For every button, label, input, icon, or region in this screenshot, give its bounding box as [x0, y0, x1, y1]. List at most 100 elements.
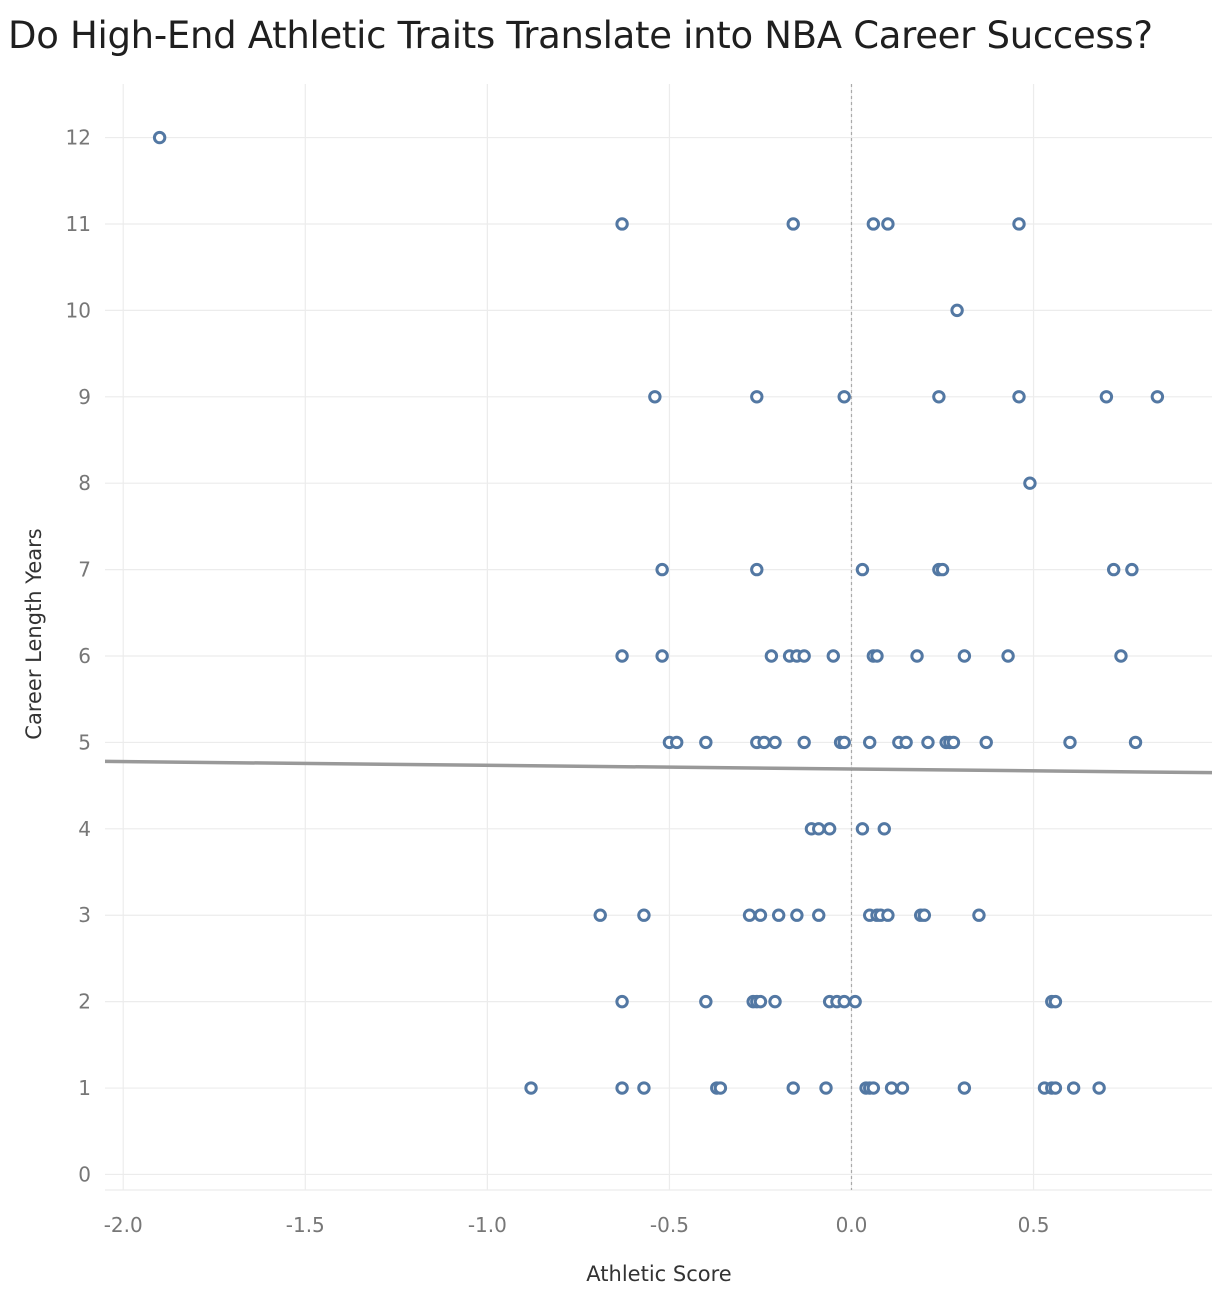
- y-tick-label: 1: [78, 1076, 91, 1100]
- data-point: [786, 217, 800, 231]
- y-tick-label: 6: [78, 644, 91, 668]
- data-point: [524, 1081, 538, 1095]
- data-point: [895, 1081, 910, 1095]
- data-point: [837, 390, 851, 404]
- data-point: [910, 649, 924, 663]
- data-point: [881, 217, 895, 231]
- x-tick-label: 0.0: [836, 1213, 868, 1237]
- data-point: [866, 1081, 881, 1095]
- x-tick-label: -1.5: [286, 1213, 325, 1237]
- data-point: [972, 908, 986, 922]
- data-point: [615, 994, 629, 1009]
- data-point: [655, 562, 669, 577]
- y-tick-label: 11: [66, 212, 91, 236]
- data-point: [615, 1081, 629, 1095]
- y-tick-label: 4: [78, 817, 91, 841]
- data-point: [790, 908, 804, 922]
- data-point: [1125, 562, 1139, 577]
- data-point: [757, 735, 771, 750]
- data-point: [855, 562, 870, 577]
- data-point: [957, 649, 972, 663]
- data-point: [866, 217, 881, 231]
- data-point: [863, 735, 877, 750]
- data-point: [1023, 476, 1037, 490]
- data-point: [1106, 562, 1121, 577]
- data-point: [950, 303, 964, 318]
- data-point: [881, 908, 895, 922]
- data-point: [826, 649, 840, 663]
- data-point: [899, 735, 913, 750]
- data-point: [615, 649, 629, 663]
- data-point: [152, 130, 167, 145]
- data-points: [152, 130, 1165, 1095]
- data-point: [837, 735, 851, 750]
- data-point: [1099, 390, 1114, 404]
- data-point: [917, 908, 932, 922]
- data-point: [819, 1081, 833, 1095]
- data-point: [921, 735, 935, 750]
- data-point: [768, 994, 782, 1009]
- x-axis-label: Athletic Score: [586, 1262, 731, 1286]
- data-point: [593, 908, 607, 922]
- data-point: [637, 1081, 651, 1095]
- y-tick-label: 5: [78, 730, 91, 754]
- data-point: [753, 908, 768, 922]
- y-tick-label: 7: [78, 558, 91, 582]
- data-point: [1063, 735, 1077, 750]
- x-tick-label: -1.0: [468, 1213, 507, 1237]
- data-point: [750, 562, 764, 577]
- data-point: [1066, 1081, 1081, 1095]
- data-point: [848, 994, 862, 1009]
- x-axis-ticks: -2.0 -1.5 -1.0 -0.5 0.0 0.5: [104, 1213, 1050, 1237]
- data-point: [699, 994, 713, 1009]
- y-tick-label: 9: [78, 385, 91, 409]
- x-tick-label: -2.0: [104, 1213, 143, 1237]
- x-tick-label: -0.5: [650, 1213, 689, 1237]
- trend-line: [104, 759, 1212, 775]
- data-point: [615, 217, 629, 231]
- data-point: [932, 390, 946, 404]
- data-point: [1048, 1081, 1063, 1095]
- data-point: [1012, 217, 1026, 231]
- y-tick-label: 12: [66, 126, 91, 150]
- data-point: [648, 390, 662, 404]
- grid-lines: [105, 84, 1212, 1191]
- data-point: [1150, 390, 1165, 404]
- data-point: [637, 908, 651, 922]
- data-point: [1128, 735, 1143, 750]
- data-point: [797, 649, 811, 663]
- data-point: [946, 735, 961, 750]
- data-point: [1114, 649, 1128, 663]
- y-tick-label: 3: [78, 903, 91, 927]
- data-point: [812, 822, 826, 836]
- data-point: [812, 908, 826, 922]
- data-point: [670, 735, 684, 750]
- data-point: [855, 822, 870, 836]
- data-point: [771, 908, 786, 922]
- data-point: [786, 1081, 800, 1095]
- data-point: [655, 649, 669, 663]
- data-point: [935, 562, 950, 577]
- y-tick-label: 0: [78, 1162, 91, 1186]
- data-point: [1092, 1081, 1106, 1095]
- data-point: [764, 649, 779, 663]
- y-tick-label: 10: [66, 298, 91, 322]
- data-point: [742, 908, 757, 922]
- data-point: [979, 735, 993, 750]
- data-point: [1001, 649, 1015, 663]
- y-tick-label: 8: [78, 471, 91, 495]
- data-point: [870, 649, 884, 663]
- data-point: [957, 1081, 972, 1095]
- data-point: [768, 735, 782, 750]
- data-point: [753, 994, 768, 1009]
- data-point: [877, 822, 891, 836]
- data-point: [750, 390, 764, 404]
- chart-title: Do High-End Athletic Traits Translate in…: [8, 14, 1153, 57]
- x-tick-label: 0.5: [1018, 1213, 1050, 1237]
- data-point: [1012, 390, 1026, 404]
- data-point: [699, 735, 713, 750]
- y-axis-label: Career Length Years: [22, 528, 46, 739]
- data-point: [797, 735, 811, 750]
- trend-line-layer: [104, 759, 1212, 775]
